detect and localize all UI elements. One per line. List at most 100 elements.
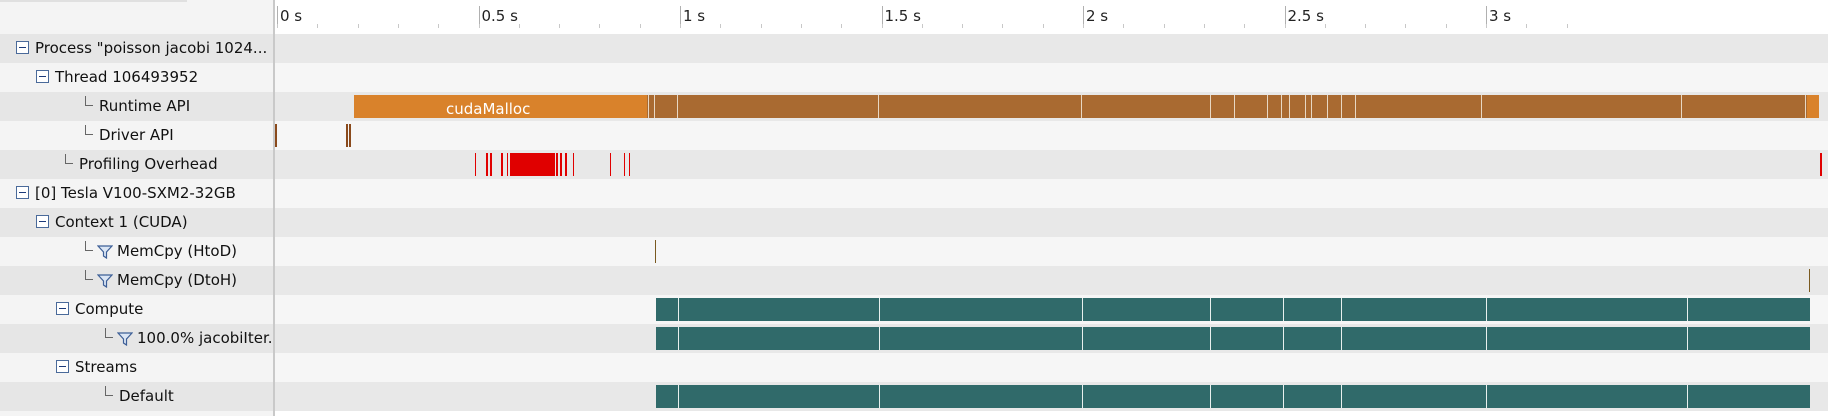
kernel-separator [1687, 385, 1688, 408]
profiling-overhead-mark[interactable] [560, 153, 562, 176]
timeline-row[interactable] [275, 63, 1828, 92]
collapse-icon[interactable] [56, 360, 69, 373]
kernel-separator [1082, 298, 1083, 321]
profiling-overhead-mark[interactable] [565, 153, 567, 176]
tree-row[interactable]: Runtime API [0, 92, 273, 121]
ruler-tick [680, 6, 681, 28]
ruler-minor-tick [599, 24, 601, 28]
filter-icon[interactable] [96, 245, 114, 260]
kernel-separator [1486, 298, 1487, 321]
tree-row-label: Process "poisson jacobi 1024... [35, 39, 268, 57]
compute-kernel-bar[interactable] [656, 298, 1810, 321]
ruler-minor-tick [1445, 24, 1447, 28]
profiling-overhead-mark[interactable] [624, 153, 625, 176]
ruler-minor-tick [881, 24, 883, 28]
tree-row[interactable]: Streams [0, 353, 273, 382]
runtime-api-bar[interactable] [647, 95, 1817, 118]
tree-row[interactable]: MemCpy (HtoD) [0, 237, 273, 266]
runtime-api-call-separator [1311, 95, 1312, 118]
timeline-row[interactable]: cudaMalloc [275, 92, 1828, 121]
default-stream-kernel-bar[interactable] [656, 385, 1810, 408]
driver-api-call[interactable] [275, 124, 277, 147]
kernel-separator [678, 298, 679, 321]
timeline-row[interactable] [275, 179, 1828, 208]
ruler-minor-tick [1405, 24, 1407, 28]
tree-row-label: Compute [75, 300, 144, 318]
memcpy-dtoh-mark[interactable] [1809, 269, 1810, 292]
filter-icon[interactable] [96, 274, 114, 289]
time-ruler[interactable]: 0 s 0.5 s 1 s 1.5 s 2 s 2.5 s 3 s [275, 0, 1828, 34]
profiling-overhead-mark[interactable] [629, 153, 630, 176]
timeline-row[interactable] [275, 295, 1828, 324]
profiling-overhead-mark[interactable] [490, 153, 492, 176]
tree-row-label: MemCpy (DtoH) [117, 271, 238, 289]
profiling-overhead-mark[interactable] [1820, 153, 1822, 176]
profiling-overhead-mark[interactable] [610, 153, 611, 176]
profiling-overhead-mark[interactable] [573, 153, 574, 176]
timeline-row[interactable] [275, 382, 1828, 411]
ruler-tick [1284, 6, 1286, 28]
ruler-minor-tick [397, 24, 399, 28]
ruler-tick [277, 6, 278, 28]
kernel-separator [1283, 327, 1284, 350]
profiling-overhead-mark[interactable] [510, 153, 555, 176]
kernel-separator [1283, 385, 1284, 408]
profiling-overhead-mark[interactable] [475, 153, 476, 176]
tree-row[interactable]: Context 1 (CUDA) [0, 208, 273, 237]
tree-row[interactable]: Compute [0, 295, 273, 324]
tree-row[interactable]: MemCpy (DtoH) [0, 266, 273, 295]
tree-row[interactable]: Profiling Overhead [0, 150, 273, 179]
ruler-minor-tick [1083, 24, 1084, 28]
filter-icon[interactable] [116, 332, 134, 347]
ruler-minor-tick [639, 24, 641, 28]
collapse-icon[interactable] [56, 302, 69, 315]
runtime-api-call-separator [1281, 95, 1282, 118]
profiling-overhead-mark[interactable] [507, 153, 508, 176]
collapse-icon[interactable] [36, 70, 49, 83]
tree-elbow-icon [65, 154, 73, 164]
tree-row[interactable]: [0] Tesla V100-SXM2-32GB [0, 179, 273, 208]
runtime-api-call-separator [1234, 95, 1235, 118]
profiling-overhead-mark[interactable] [486, 153, 488, 176]
ruler-minor-tick [478, 24, 480, 28]
runtime-api-call-separator [1341, 95, 1342, 118]
tree-row[interactable]: Process "poisson jacobi 1024... [0, 34, 273, 63]
tree-row[interactable]: 100.0% jacobiIter... [0, 324, 282, 353]
driver-api-call[interactable] [346, 124, 348, 147]
timeline-row[interactable] [275, 208, 1828, 237]
tree-header-tab[interactable] [0, 0, 187, 2]
timeline-row[interactable] [275, 266, 1828, 295]
runtime-api-call-separator [1267, 95, 1268, 118]
collapse-icon[interactable] [16, 186, 29, 199]
timeline-row[interactable] [275, 324, 1828, 353]
profiling-overhead-mark[interactable] [556, 153, 558, 176]
cudamalloc-bar[interactable]: cudaMalloc [354, 95, 647, 118]
collapse-icon[interactable] [16, 41, 29, 54]
timeline-row[interactable] [275, 353, 1828, 382]
collapse-icon[interactable] [36, 215, 49, 228]
tree-elbow-icon [105, 328, 113, 338]
kernel-separator [1210, 298, 1211, 321]
timeline-row[interactable] [275, 34, 1828, 63]
tree-row[interactable]: Default [0, 382, 273, 411]
driver-api-call[interactable] [349, 124, 351, 147]
ruler-minor-tick [1324, 24, 1326, 28]
kernel-separator [1082, 327, 1083, 350]
tree-row-label: Runtime API [99, 97, 191, 115]
timeline-row[interactable] [275, 121, 1828, 150]
ruler-minor-tick [357, 24, 359, 28]
tree-row[interactable]: Driver API [0, 121, 273, 150]
memcpy-htod-mark[interactable] [655, 240, 656, 263]
tree-row[interactable]: Thread 106493952 [0, 63, 273, 92]
tree-elbow-icon [85, 96, 93, 106]
jacobiiter-kernel-bar[interactable] [656, 327, 1810, 350]
timeline-row[interactable] [275, 150, 1828, 179]
timeline-row[interactable] [275, 237, 1828, 266]
ruler-minor-tick [760, 24, 762, 28]
ruler-minor-tick [438, 24, 440, 28]
ruler-tick-label: 1 s [683, 7, 706, 25]
runtime-api-bar[interactable] [1807, 95, 1819, 118]
profiling-overhead-mark[interactable] [501, 153, 503, 176]
panel-splitter[interactable] [273, 0, 275, 416]
timeline-panel[interactable]: 0 s 0.5 s 1 s 1.5 s 2 s 2.5 s 3 s cudaMalloc [275, 0, 1828, 416]
